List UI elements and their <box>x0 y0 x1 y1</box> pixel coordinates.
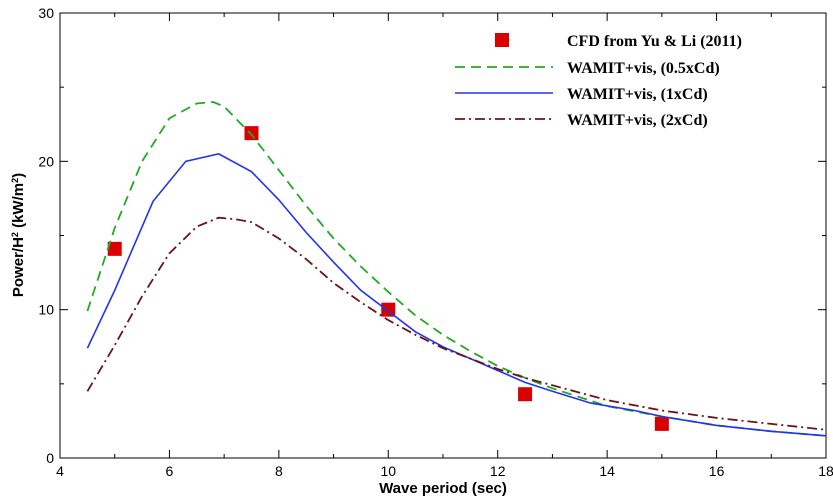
series-line-solid <box>86 153 827 437</box>
series-line-dashed <box>86 101 827 437</box>
cfd-marker <box>107 241 122 256</box>
legend-label: WAMIT+vis, (1xCd) <box>567 86 708 103</box>
y-axis-title: Power/H2 (kW/m2) <box>10 173 27 297</box>
series-layer <box>86 101 827 437</box>
y-axis-title-end: ) <box>10 173 27 178</box>
plot-frame <box>59 12 827 459</box>
legend-label: CFD from Yu & Li (2011) <box>567 33 742 50</box>
x-tick-label: 4 <box>56 463 64 479</box>
y-axis-title-main: Power/H <box>10 237 27 297</box>
y-tick-label: 30 <box>38 5 54 21</box>
y-tick-label: 20 <box>38 153 54 169</box>
x-tick-label: 6 <box>166 463 174 479</box>
y-tick-label: 0 <box>46 450 54 466</box>
y-axis-title-sup2: 2 <box>10 178 20 183</box>
legend-label: WAMIT+vis, (0.5xCd) <box>567 60 720 77</box>
legend: CFD from Yu & Li (2011) WAMIT+vis, (0.5xC… <box>455 33 742 129</box>
tick-layer: 4 6 8 10 12 14 16 18 0 10 20 30 <box>38 5 833 479</box>
series-line-dashdot <box>86 216 827 431</box>
x-tick-label: 12 <box>490 463 506 479</box>
y-axis-title-mid: (kW/m <box>10 183 27 232</box>
x-tick-label: 8 <box>275 463 283 479</box>
x-tick-label: 10 <box>380 463 396 479</box>
y-tick-label: 10 <box>38 302 54 318</box>
y-axis-title-sup1: 2 <box>10 232 20 237</box>
cfd-marker <box>654 416 669 431</box>
x-tick-label: 14 <box>599 463 615 479</box>
legend-marker <box>495 33 509 47</box>
cfd-marker <box>244 126 259 141</box>
x-tick-label: 16 <box>709 463 725 479</box>
x-axis-title: Wave period (sec) <box>379 480 507 497</box>
x-tick-label: 18 <box>818 463 833 479</box>
legend-label: WAMIT+vis, (2xCd) <box>567 112 708 129</box>
cfd-marker <box>518 387 533 402</box>
